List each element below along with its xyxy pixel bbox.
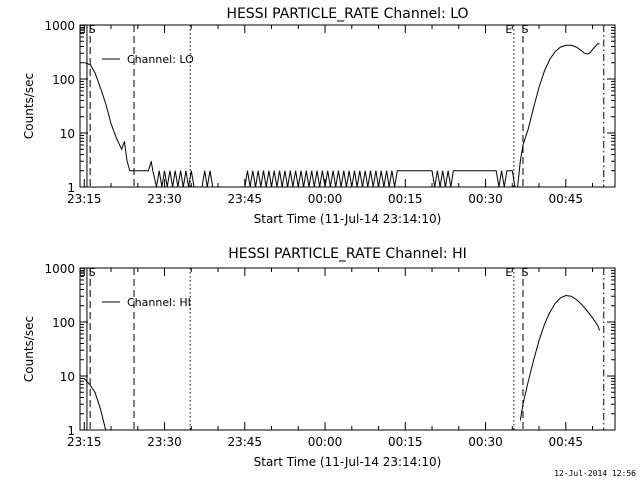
x-tick-label: 23:45 <box>227 435 262 449</box>
y-tick-label: 10 <box>60 370 75 384</box>
x-tick-label: 00:15 <box>388 192 423 206</box>
y-axis-label: Counts/sec <box>22 316 36 382</box>
marker-label: S <box>521 266 528 279</box>
x-tick-label: 00:00 <box>308 435 343 449</box>
chart-panel-0: HESSI PARTICLE_RATE Channel: LO 1 10 100 100… <box>22 6 616 226</box>
chart-title: HESSI PARTICLE_RATE Channel: LO <box>226 6 468 22</box>
y-axis-label: Counts/sec <box>22 73 36 139</box>
y-tick-label: 1 <box>67 424 75 438</box>
chart-title: HESSI PARTICLE_RATE Channel: HI <box>228 246 466 262</box>
y-tick-label: 1000 <box>44 19 75 33</box>
y-tick-label: 100 <box>52 73 75 87</box>
marker-label: E <box>505 266 512 279</box>
x-tick-label: 23:15 <box>67 435 102 449</box>
x-tick-label: 00:45 <box>548 435 583 449</box>
series-line <box>83 378 107 431</box>
chart-panel-1: HESSI PARTICLE_RATE Channel: HI 1 10 100 100… <box>22 246 616 469</box>
x-tick-label: 23:15 <box>67 192 102 206</box>
x-tick-label: 00:30 <box>468 192 503 206</box>
series-line <box>84 43 600 188</box>
marker-label: S <box>521 23 528 36</box>
y-tick-label: 100 <box>52 316 75 330</box>
y-tick-label: 1000 <box>44 262 75 276</box>
x-tick-label: 00:15 <box>388 435 423 449</box>
y-tick-label: 1 <box>67 181 75 195</box>
plot-frame <box>79 267 616 431</box>
x-tick-label: 23:30 <box>147 192 182 206</box>
x-tick-label: 00:00 <box>308 192 343 206</box>
x-tick-label: 00:30 <box>468 435 503 449</box>
x-axis-label: Start Time (11-Jul-14 23:14:10) <box>254 212 442 226</box>
footer-timestamp: 12-Jul-2014 12:56 <box>554 469 636 478</box>
x-tick-label: 23:45 <box>227 192 262 206</box>
y-tick-label: 10 <box>60 127 75 141</box>
marker-label: E <box>78 266 85 279</box>
plot-frame <box>79 24 616 188</box>
marker-label: E <box>78 23 85 36</box>
legend-label: Channel: HI <box>127 296 191 309</box>
legend-label: Channel: LO <box>127 53 194 66</box>
x-axis-label: Start Time (11-Jul-14 23:14:10) <box>254 455 442 469</box>
marker-label: S <box>89 23 96 36</box>
marker-label: E <box>505 23 512 36</box>
x-tick-label: 00:45 <box>548 192 583 206</box>
marker-label: S <box>89 266 96 279</box>
series-line <box>519 294 600 421</box>
x-tick-label: 23:30 <box>147 435 182 449</box>
